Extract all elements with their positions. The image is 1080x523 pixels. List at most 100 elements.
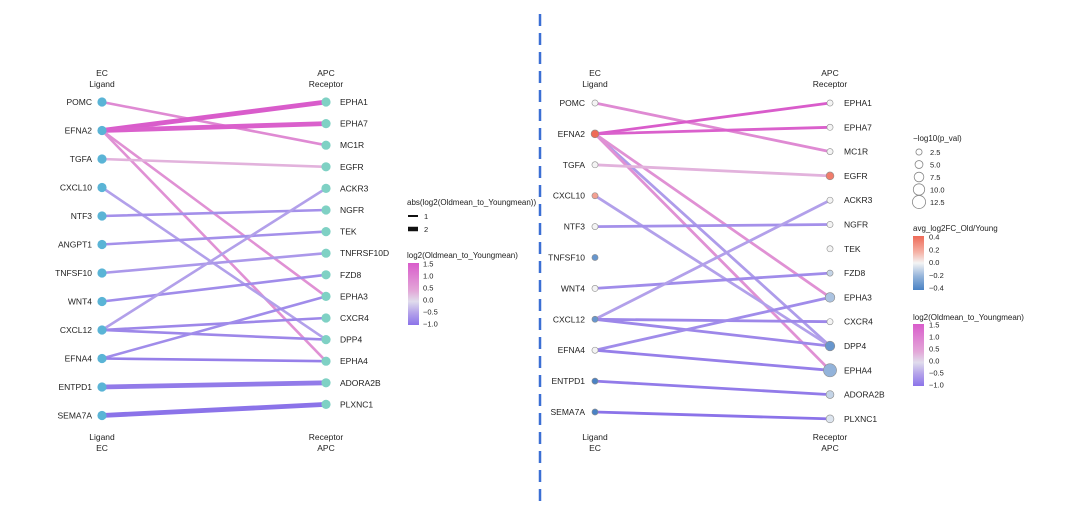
left-width-legend-label-1: 1 bbox=[424, 212, 428, 221]
receptor-label-ADORA2B: ADORA2B bbox=[340, 378, 381, 388]
right-panel: ECLigandAPCReceptorLigandECReceptorAPCPO… bbox=[548, 68, 885, 453]
link-ENTPD1-ADORA2B bbox=[99, 380, 329, 390]
link-POMC-MC1R bbox=[593, 101, 832, 154]
receptor-footer-line: APC bbox=[317, 443, 334, 453]
ligand-label-NTF3: NTF3 bbox=[71, 211, 93, 221]
link-SEMA7A-PLXNC1 bbox=[593, 410, 832, 421]
ligand-label-POMC: POMC bbox=[67, 97, 93, 107]
link-EFNA2-EPHA7 bbox=[593, 125, 832, 136]
receptor-label-EPHA1: EPHA1 bbox=[340, 97, 368, 107]
right-size-legend: −log10(p_val) 2.5 5.0 7.5 10.0 12.5 bbox=[912, 134, 962, 209]
left-width-legend-label-2: 2 bbox=[424, 225, 428, 234]
receptor-node-EPHA7 bbox=[321, 119, 331, 129]
left-width-legend: abs(log2(Oldmean_to_Youngmean)) 1 2 bbox=[407, 198, 536, 234]
receptor-footer-line: Receptor bbox=[309, 432, 344, 442]
left-color-legend-bar bbox=[408, 263, 419, 325]
size-legend-circle bbox=[912, 195, 926, 209]
link-EFNA4-EPHA3 bbox=[100, 295, 328, 360]
ligand-footer-line: Ligand bbox=[582, 432, 608, 442]
ligand-node-TNFSF10 bbox=[97, 268, 107, 278]
ligand-node-ANGPT1 bbox=[97, 239, 107, 250]
receptor-node-EGFR bbox=[321, 162, 331, 172]
receptor-node-CXCR4 bbox=[321, 313, 331, 323]
right-node-legend: avg_log2FC_Old/Young 0.4 0.2 0.0 −0.2 −0.4 bbox=[913, 224, 998, 293]
ligand-node-EFNA2 bbox=[97, 125, 107, 136]
receptor-label-CXCR4: CXCR4 bbox=[340, 313, 369, 323]
receptor-label-TEK: TEK bbox=[844, 244, 861, 254]
ligand-node-SEMA7A bbox=[97, 410, 107, 421]
right-color-legend-title: log2(Oldmean_to_Youngmean) bbox=[913, 313, 1024, 322]
link-EFNA2-EPHA3 bbox=[593, 132, 832, 299]
legend-tick: 0.5 bbox=[929, 345, 939, 354]
ligand-label-CXCL10: CXCL10 bbox=[553, 191, 585, 201]
receptor-node-ADORA2B bbox=[321, 378, 331, 388]
legend-tick: −0.2 bbox=[929, 271, 944, 280]
ligand-node-TGFA bbox=[591, 161, 599, 169]
legend-tick: 1.5 bbox=[423, 260, 433, 269]
receptor-node-FZD8 bbox=[321, 270, 331, 280]
receptor-node-NGFR bbox=[826, 221, 834, 228]
ligand-footer-line: EC bbox=[96, 443, 108, 453]
link-EFNA2-EPHA1 bbox=[593, 101, 832, 136]
receptor-node-EPHA3 bbox=[321, 291, 331, 301]
receptor-label-NGFR: NGFR bbox=[844, 220, 868, 230]
receptor-label-EGFR: EGFR bbox=[844, 171, 868, 181]
receptor-node-DPP4 bbox=[321, 335, 331, 345]
receptor-node-TNFRSF10D bbox=[321, 248, 331, 258]
ligand-label-TGFA: TGFA bbox=[563, 160, 586, 170]
legend-tick: 1.0 bbox=[929, 333, 939, 342]
ligand-label-ENTPD1: ENTPD1 bbox=[551, 376, 585, 386]
legend-tick: 0.0 bbox=[929, 258, 939, 267]
ligand-label-SEMA7A: SEMA7A bbox=[551, 407, 586, 417]
ligand-label-EFNA2: EFNA2 bbox=[65, 126, 93, 136]
link-CXCL12-CXCR4 bbox=[100, 316, 328, 332]
legend-tick: 0.4 bbox=[929, 233, 939, 242]
link-NTF3-NGFR bbox=[593, 223, 832, 229]
receptor-node-EPHA3 bbox=[824, 292, 836, 303]
link-CXCL12-ACKR3 bbox=[593, 198, 832, 321]
size-legend-label: 7.5 bbox=[930, 173, 940, 182]
right-node-legend-bar bbox=[913, 236, 924, 290]
ligand-label-EFNA2: EFNA2 bbox=[558, 129, 586, 139]
link-ENTPD1-ADORA2B bbox=[593, 379, 832, 397]
receptor-node-MC1R bbox=[826, 148, 834, 155]
receptor-label-EPHA3: EPHA3 bbox=[340, 291, 368, 301]
ligand-node-WNT4 bbox=[591, 285, 599, 292]
link-WNT4-FZD8 bbox=[593, 271, 832, 290]
receptor-node-EPHA1 bbox=[321, 97, 331, 107]
ligand-label-TNFSF10: TNFSF10 bbox=[548, 253, 585, 263]
ligand-label-NTF3: NTF3 bbox=[564, 222, 586, 232]
right-color-legend: log2(Oldmean_to_Youngmean) 1.5 1.0 0.5 0.0 −… bbox=[913, 313, 1024, 390]
receptor-label-MC1R: MC1R bbox=[844, 147, 868, 157]
receptor-label-DPP4: DPP4 bbox=[844, 341, 866, 351]
size-legend-label: 2.5 bbox=[930, 148, 940, 157]
right-color-legend-bar bbox=[913, 324, 924, 386]
receptor-label-ACKR3: ACKR3 bbox=[340, 183, 369, 193]
receptor-node-DPP4 bbox=[824, 340, 836, 352]
ligand-label-WNT4: WNT4 bbox=[561, 283, 585, 293]
ligand-header-line: EC bbox=[589, 68, 601, 78]
link-EFNA2-EPHA4 bbox=[593, 132, 832, 372]
receptor-node-MC1R bbox=[321, 140, 331, 150]
ligand-node-POMC bbox=[591, 99, 599, 107]
receptor-label-ADORA2B: ADORA2B bbox=[844, 390, 885, 400]
receptor-label-ACKR3: ACKR3 bbox=[844, 195, 873, 205]
link-CXCL12-DPP4 bbox=[100, 328, 328, 341]
link-TGFA-EGFR bbox=[100, 157, 328, 169]
legend-tick: 0.2 bbox=[929, 245, 939, 254]
receptor-label-EPHA7: EPHA7 bbox=[844, 122, 872, 132]
ligand-node-TGFA bbox=[97, 154, 107, 164]
receptor-node-TEK bbox=[321, 227, 331, 237]
legend-tick: −0.5 bbox=[423, 308, 438, 317]
receptor-node-CXCR4 bbox=[826, 318, 834, 326]
receptor-node-TEK bbox=[826, 245, 834, 253]
ligand-label-SEMA7A: SEMA7A bbox=[58, 411, 93, 421]
receptor-label-FZD8: FZD8 bbox=[340, 270, 362, 280]
size-legend-circle bbox=[915, 148, 923, 156]
receptor-node-ACKR3 bbox=[826, 196, 834, 204]
receptor-node-EPHA7 bbox=[826, 123, 834, 131]
receptor-node-PLXNC1 bbox=[321, 399, 331, 409]
right-node-legend-ticks: 0.4 0.2 0.0 −0.2 −0.4 bbox=[929, 233, 944, 293]
receptor-label-MC1R: MC1R bbox=[340, 140, 364, 150]
